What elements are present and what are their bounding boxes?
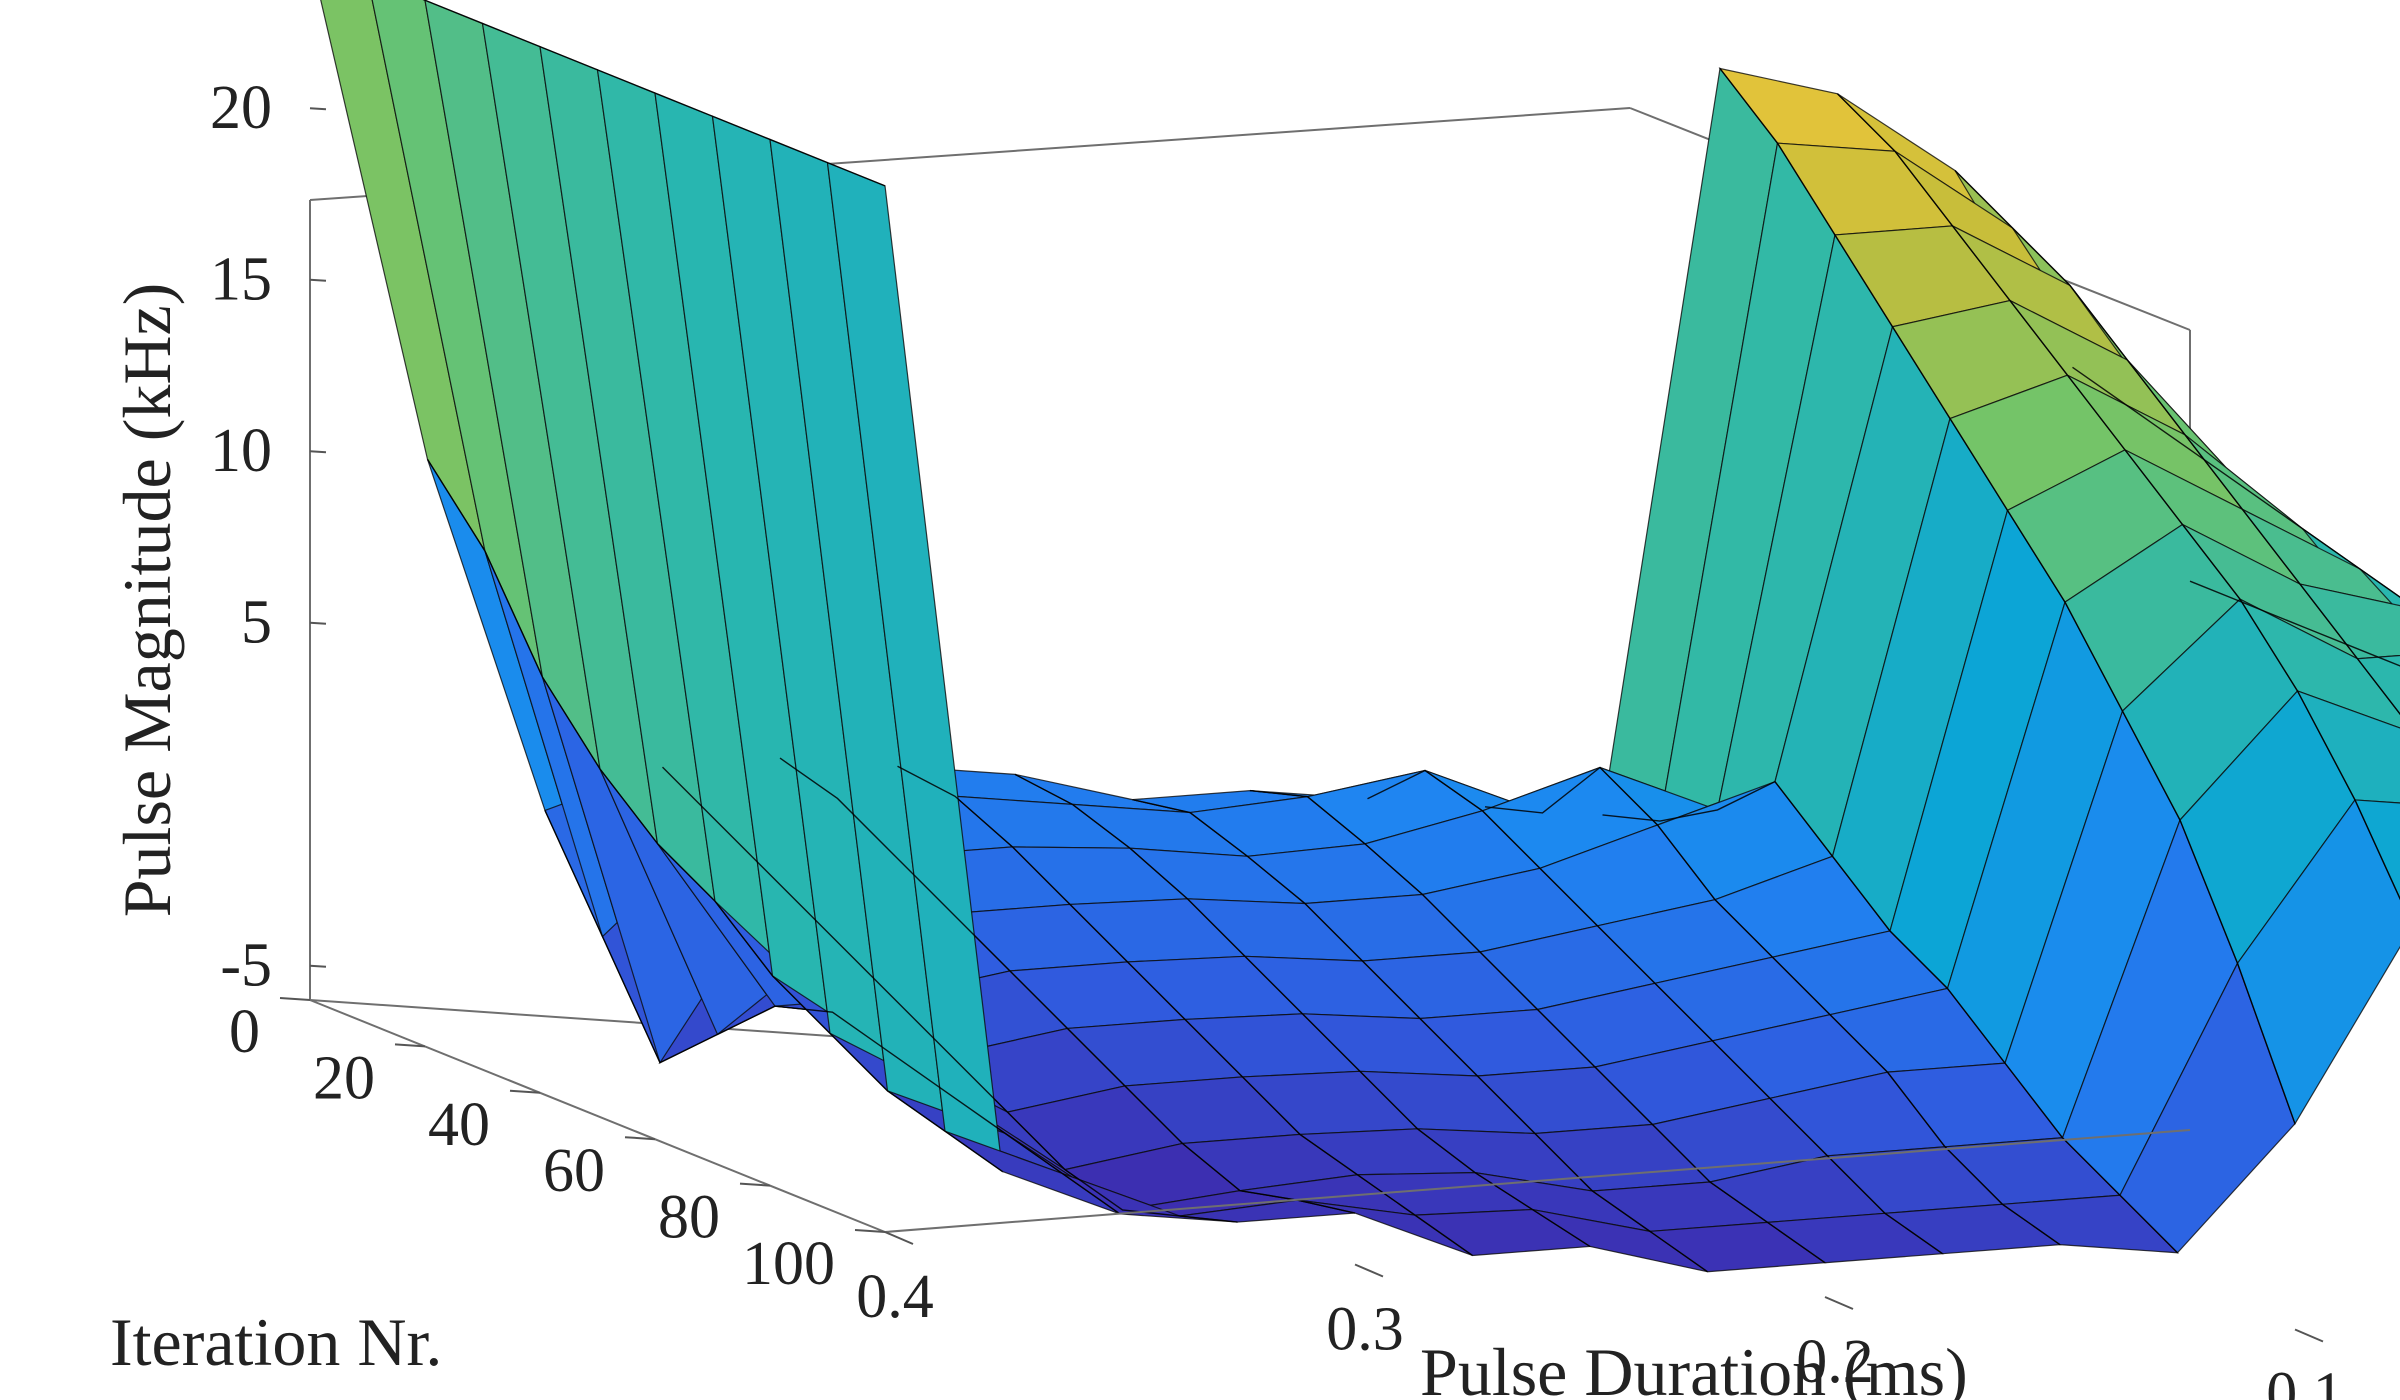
iteration-tick-label: 0 bbox=[229, 998, 260, 1066]
surface-mesh-line bbox=[1249, 789, 1826, 1264]
duration-axis-title: Pulse Duration (ms) bbox=[1420, 1334, 1968, 1400]
z-axis-title: Pulse Magnitude (kHz) bbox=[109, 283, 185, 918]
iteration-axis-line bbox=[309, 999, 886, 1233]
surface-mesh-line bbox=[1367, 769, 1943, 1255]
surface-mesh-line bbox=[1837, 93, 2400, 901]
surface-mesh-line bbox=[544, 810, 1121, 1215]
iteration-tick bbox=[854, 1229, 886, 1233]
surface-mesh-line bbox=[1132, 798, 1708, 1273]
iteration-tick-label: 60 bbox=[543, 1137, 605, 1205]
iteration-axis: 0 20 40 60 80 100 bbox=[229, 997, 886, 1298]
duration-tick bbox=[884, 1231, 914, 1245]
iteration-tick-label: 80 bbox=[658, 1184, 720, 1252]
z-axis: -5510152025 bbox=[210, 74, 327, 1000]
iteration-tick bbox=[394, 1043, 426, 1048]
surface-mesh-line bbox=[426, 458, 1003, 1173]
iteration-tick bbox=[624, 1136, 656, 1141]
z-tick bbox=[309, 278, 327, 282]
z-tick-label: 10 bbox=[210, 417, 272, 485]
duration-axis-line bbox=[884, 1129, 2191, 1233]
z-tick-label: -5 bbox=[220, 932, 272, 1000]
z-tick bbox=[309, 621, 327, 625]
surface-mesh-line bbox=[779, 757, 1356, 1214]
surface-mesh-line bbox=[897, 765, 1473, 1257]
z-tick-label: 5 bbox=[241, 589, 272, 657]
surface bbox=[320, 0, 2400, 1273]
duration-tick bbox=[1824, 1296, 1854, 1310]
iteration-tick-label: 20 bbox=[313, 1044, 375, 1112]
iteration-tick bbox=[279, 997, 311, 1001]
z-tick bbox=[309, 107, 327, 111]
surface-mesh-line bbox=[2072, 366, 2400, 598]
axes-front bbox=[309, 999, 2191, 1233]
surface-mesh-line bbox=[1602, 780, 2178, 1254]
iteration-tick-label: 100 bbox=[742, 1230, 835, 1298]
duration-axis: 0.40.30.20.10 bbox=[856, 1231, 2344, 1400]
iteration-tick bbox=[509, 1089, 541, 1094]
iteration-axis-title: Iteration Nr. bbox=[110, 1304, 442, 1380]
surface-mesh-line bbox=[1719, 68, 2296, 1124]
surface-mesh-line bbox=[422, 0, 886, 187]
z-tick bbox=[309, 964, 327, 968]
duration-tick bbox=[1354, 1263, 1384, 1278]
duration-tick bbox=[2294, 1328, 2324, 1343]
surface-mesh-line bbox=[2189, 580, 2400, 667]
z-tick bbox=[309, 450, 327, 454]
duration-tick-label: 0.2 bbox=[1796, 1328, 1874, 1396]
z-tick-label: 20 bbox=[210, 74, 272, 142]
iteration-tick-label: 40 bbox=[428, 1091, 490, 1159]
duration-tick-label: 0.4 bbox=[856, 1263, 934, 1331]
duration-tick-label: 0.1 bbox=[2266, 1361, 2344, 1400]
duration-tick-label: 0.3 bbox=[1326, 1296, 1404, 1364]
surface-mesh-line bbox=[1954, 170, 2400, 716]
surface-mesh-line bbox=[1484, 766, 2061, 1246]
z-tick-label: 15 bbox=[210, 246, 272, 314]
iteration-tick bbox=[739, 1182, 771, 1187]
